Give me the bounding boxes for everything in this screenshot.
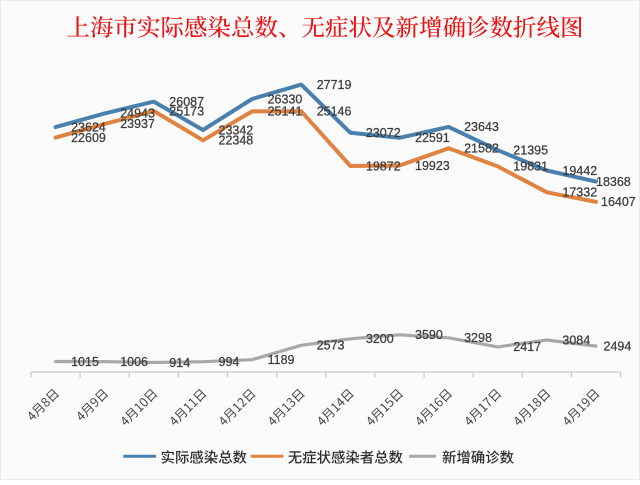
svg-text:3200: 3200 bbox=[366, 332, 394, 346]
svg-text:16407: 16407 bbox=[601, 195, 636, 209]
svg-text:26330: 26330 bbox=[268, 92, 303, 106]
svg-text:26087: 26087 bbox=[169, 95, 204, 109]
svg-text:2417: 2417 bbox=[513, 340, 541, 354]
svg-text:25146: 25146 bbox=[317, 105, 352, 119]
svg-text:2573: 2573 bbox=[317, 339, 345, 353]
svg-text:24943: 24943 bbox=[120, 107, 155, 121]
svg-text:3590: 3590 bbox=[415, 328, 443, 342]
svg-text:25173: 25173 bbox=[169, 104, 204, 118]
svg-text:23624: 23624 bbox=[71, 120, 106, 134]
svg-text:19442: 19442 bbox=[562, 164, 597, 178]
svg-text:23937: 23937 bbox=[120, 117, 155, 131]
svg-text:22591: 22591 bbox=[415, 131, 450, 145]
svg-text:994: 994 bbox=[219, 355, 240, 369]
svg-text:19831: 19831 bbox=[513, 160, 548, 174]
svg-text:22609: 22609 bbox=[71, 131, 106, 145]
svg-text:3298: 3298 bbox=[464, 331, 492, 345]
svg-text:23342: 23342 bbox=[219, 123, 254, 137]
svg-text:1006: 1006 bbox=[120, 355, 148, 369]
svg-text:22348: 22348 bbox=[219, 134, 254, 148]
svg-text:19872: 19872 bbox=[366, 159, 401, 173]
svg-text:2494: 2494 bbox=[604, 339, 632, 353]
svg-text:23072: 23072 bbox=[366, 126, 401, 140]
svg-text:21395: 21395 bbox=[513, 144, 548, 158]
svg-text:3084: 3084 bbox=[562, 333, 590, 347]
svg-text:21582: 21582 bbox=[464, 142, 499, 156]
svg-text:19923: 19923 bbox=[415, 159, 450, 173]
svg-text:1189: 1189 bbox=[268, 353, 295, 367]
svg-text:17332: 17332 bbox=[562, 186, 597, 200]
svg-text:25141: 25141 bbox=[268, 105, 303, 119]
svg-text:23643: 23643 bbox=[464, 120, 499, 134]
svg-text:914: 914 bbox=[169, 356, 190, 370]
svg-text:27719: 27719 bbox=[317, 78, 352, 92]
svg-text:18368: 18368 bbox=[596, 175, 631, 189]
svg-text:1015: 1015 bbox=[71, 355, 99, 369]
